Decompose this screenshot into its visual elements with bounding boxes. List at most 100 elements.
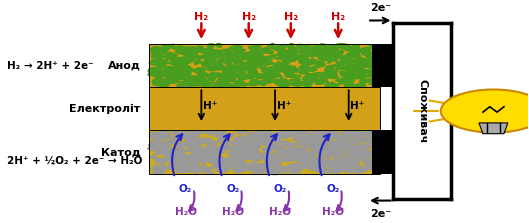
Ellipse shape — [183, 166, 189, 168]
Ellipse shape — [285, 51, 291, 53]
Ellipse shape — [223, 60, 231, 62]
Ellipse shape — [240, 53, 248, 56]
Ellipse shape — [175, 58, 186, 62]
Ellipse shape — [293, 149, 301, 153]
Ellipse shape — [166, 55, 169, 57]
Ellipse shape — [268, 171, 280, 173]
Ellipse shape — [366, 133, 376, 136]
Ellipse shape — [289, 75, 295, 77]
Ellipse shape — [270, 170, 281, 174]
Ellipse shape — [261, 57, 268, 60]
Ellipse shape — [323, 169, 327, 172]
Ellipse shape — [316, 73, 325, 76]
Ellipse shape — [340, 57, 345, 60]
Ellipse shape — [268, 161, 273, 163]
Ellipse shape — [286, 56, 299, 58]
Ellipse shape — [177, 85, 181, 88]
Ellipse shape — [285, 53, 288, 54]
Ellipse shape — [250, 50, 257, 52]
Ellipse shape — [240, 161, 245, 163]
Ellipse shape — [208, 155, 215, 159]
Ellipse shape — [326, 76, 332, 78]
Ellipse shape — [239, 84, 248, 86]
Ellipse shape — [196, 70, 205, 74]
Ellipse shape — [241, 140, 250, 144]
Ellipse shape — [257, 81, 261, 82]
Ellipse shape — [304, 84, 311, 88]
Ellipse shape — [263, 79, 273, 83]
Ellipse shape — [156, 171, 165, 173]
Ellipse shape — [162, 45, 169, 47]
Ellipse shape — [198, 71, 203, 72]
Ellipse shape — [303, 81, 313, 85]
Ellipse shape — [193, 157, 203, 159]
Ellipse shape — [184, 54, 191, 56]
Ellipse shape — [341, 72, 345, 75]
Ellipse shape — [241, 62, 250, 67]
Ellipse shape — [293, 138, 300, 140]
Ellipse shape — [327, 163, 336, 167]
Ellipse shape — [286, 151, 297, 153]
Ellipse shape — [345, 79, 350, 81]
Ellipse shape — [356, 157, 361, 159]
Ellipse shape — [341, 167, 345, 169]
Ellipse shape — [262, 56, 272, 60]
Ellipse shape — [339, 44, 350, 47]
Ellipse shape — [296, 153, 307, 158]
Ellipse shape — [286, 54, 297, 57]
Ellipse shape — [301, 135, 305, 137]
Ellipse shape — [329, 47, 339, 50]
Ellipse shape — [309, 146, 314, 150]
Ellipse shape — [227, 56, 231, 61]
Ellipse shape — [268, 67, 277, 71]
Ellipse shape — [368, 151, 379, 155]
Ellipse shape — [297, 82, 305, 85]
Ellipse shape — [369, 83, 378, 85]
Ellipse shape — [273, 169, 279, 171]
Ellipse shape — [186, 52, 193, 56]
Ellipse shape — [187, 141, 197, 145]
Ellipse shape — [282, 60, 288, 63]
Ellipse shape — [226, 141, 232, 143]
Ellipse shape — [315, 148, 323, 151]
Ellipse shape — [332, 151, 338, 155]
Ellipse shape — [151, 158, 158, 159]
Ellipse shape — [329, 84, 336, 88]
Ellipse shape — [331, 52, 342, 54]
Ellipse shape — [263, 74, 272, 78]
Ellipse shape — [298, 56, 308, 60]
Ellipse shape — [187, 57, 192, 59]
Ellipse shape — [178, 161, 189, 165]
Ellipse shape — [364, 79, 373, 82]
Ellipse shape — [217, 164, 227, 168]
Ellipse shape — [348, 134, 355, 136]
Ellipse shape — [226, 143, 230, 145]
Text: H₂O: H₂O — [269, 207, 291, 217]
Ellipse shape — [215, 64, 218, 66]
Ellipse shape — [311, 68, 317, 71]
Ellipse shape — [281, 69, 287, 71]
Ellipse shape — [223, 82, 228, 85]
Ellipse shape — [350, 70, 358, 74]
Ellipse shape — [346, 139, 351, 142]
Ellipse shape — [335, 153, 343, 156]
Ellipse shape — [335, 153, 341, 154]
Ellipse shape — [334, 150, 340, 155]
Ellipse shape — [235, 81, 244, 84]
Ellipse shape — [188, 47, 197, 49]
Ellipse shape — [235, 58, 238, 63]
Ellipse shape — [217, 80, 226, 83]
Ellipse shape — [223, 67, 227, 70]
Ellipse shape — [338, 138, 348, 142]
Ellipse shape — [235, 151, 239, 153]
Ellipse shape — [347, 169, 354, 172]
Ellipse shape — [196, 56, 198, 57]
Ellipse shape — [362, 159, 371, 162]
Ellipse shape — [209, 74, 216, 77]
Ellipse shape — [268, 142, 270, 145]
Ellipse shape — [272, 72, 281, 76]
Ellipse shape — [154, 152, 160, 155]
Ellipse shape — [300, 157, 308, 161]
Ellipse shape — [184, 132, 194, 136]
Ellipse shape — [253, 151, 260, 154]
